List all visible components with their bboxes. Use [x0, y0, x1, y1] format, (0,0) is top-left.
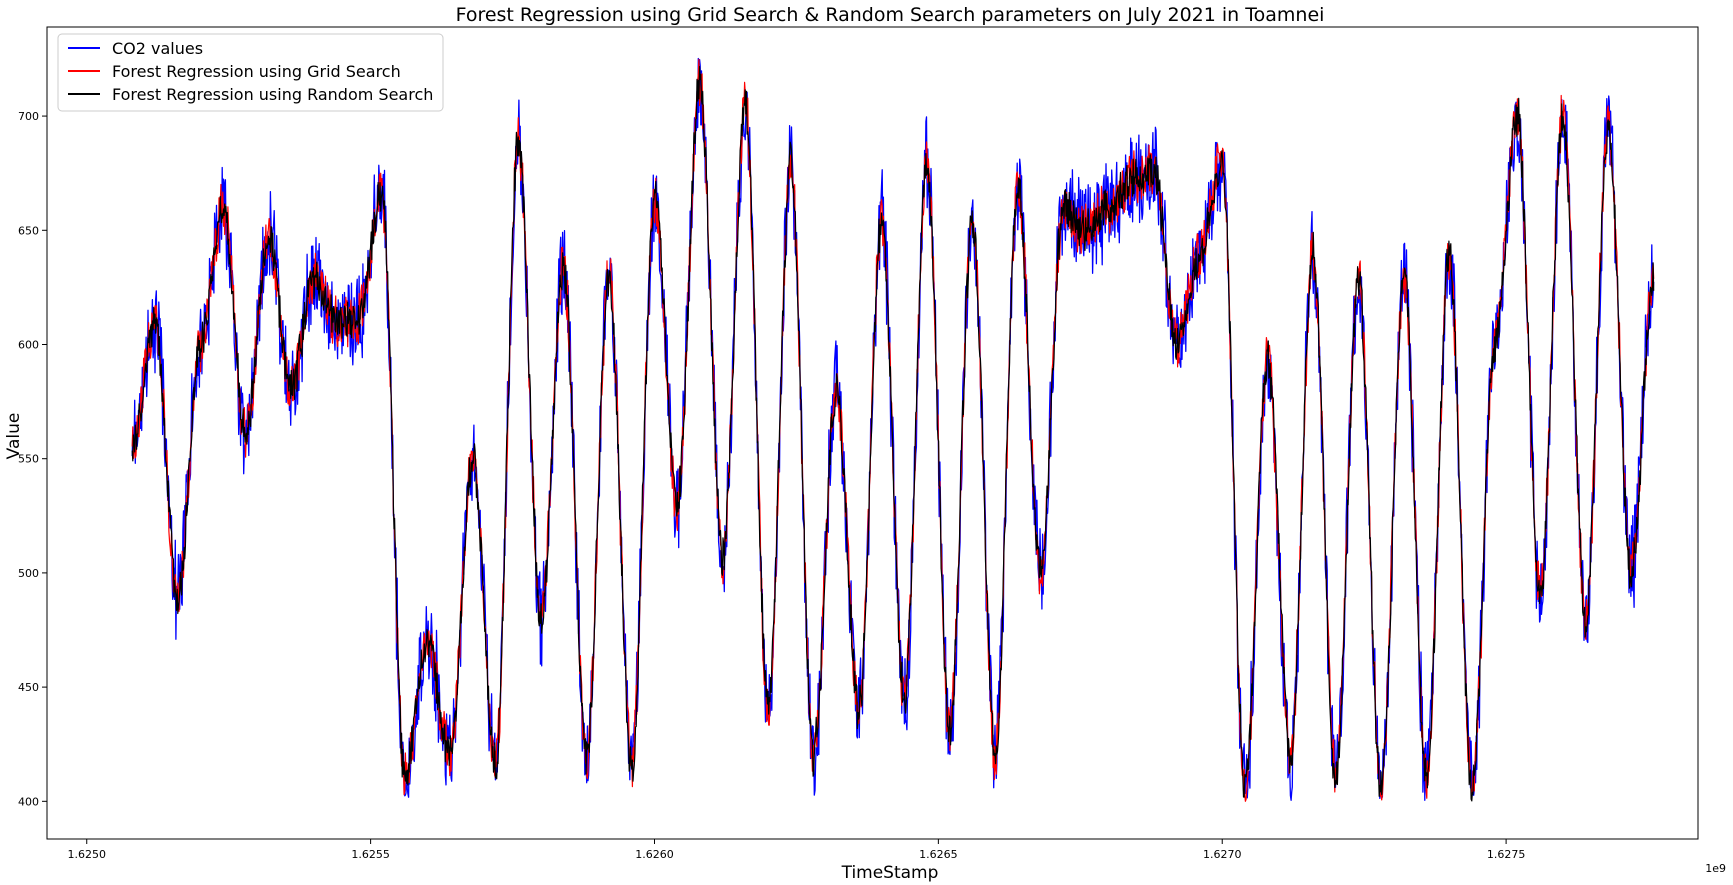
plot-frame — [46, 26, 1699, 840]
x-axis-label: TimeStamp — [841, 863, 939, 883]
y-tick-label: 600 — [18, 338, 39, 351]
legend-box — [57, 33, 444, 112]
x-axis-offset-label: 1e9 — [1705, 862, 1726, 875]
series-line-random-search — [131, 66, 1655, 802]
series-line-co2-values — [131, 57, 1655, 801]
plot-lines — [131, 57, 1655, 802]
legend: CO2 values Forest Regression using Grid … — [57, 33, 444, 112]
x-tick-label: 1.6255 — [351, 848, 390, 861]
y-axis-label: Value — [4, 413, 24, 460]
x-tick-label: 1.6265 — [919, 848, 958, 861]
legend-label-random-search: Forest Regression using Random Search — [112, 85, 433, 104]
x-axis: 1.6250 1.6255 1.6260 1.6265 1.6270 1.6275 — [67, 839, 1525, 861]
y-tick-label: 550 — [18, 453, 39, 466]
y-tick-label: 400 — [18, 795, 39, 808]
y-tick-label: 650 — [18, 224, 39, 237]
legend-label-grid-search: Forest Regression using Grid Search — [112, 62, 401, 81]
y-tick-label: 700 — [18, 110, 39, 123]
x-tick-label: 1.6250 — [67, 848, 106, 861]
x-tick-label: 1.6260 — [635, 848, 674, 861]
legend-label-co2-values: CO2 values — [112, 39, 203, 58]
chart-title: Forest Regression using Grid Search & Ra… — [456, 4, 1325, 26]
x-tick-label: 1.6275 — [1487, 848, 1526, 861]
y-axis: 400 450 500 550 600 650 700 — [18, 110, 47, 808]
x-tick-label: 1.6270 — [1203, 848, 1242, 861]
y-tick-label: 450 — [18, 681, 39, 694]
y-tick-label: 500 — [18, 567, 39, 580]
